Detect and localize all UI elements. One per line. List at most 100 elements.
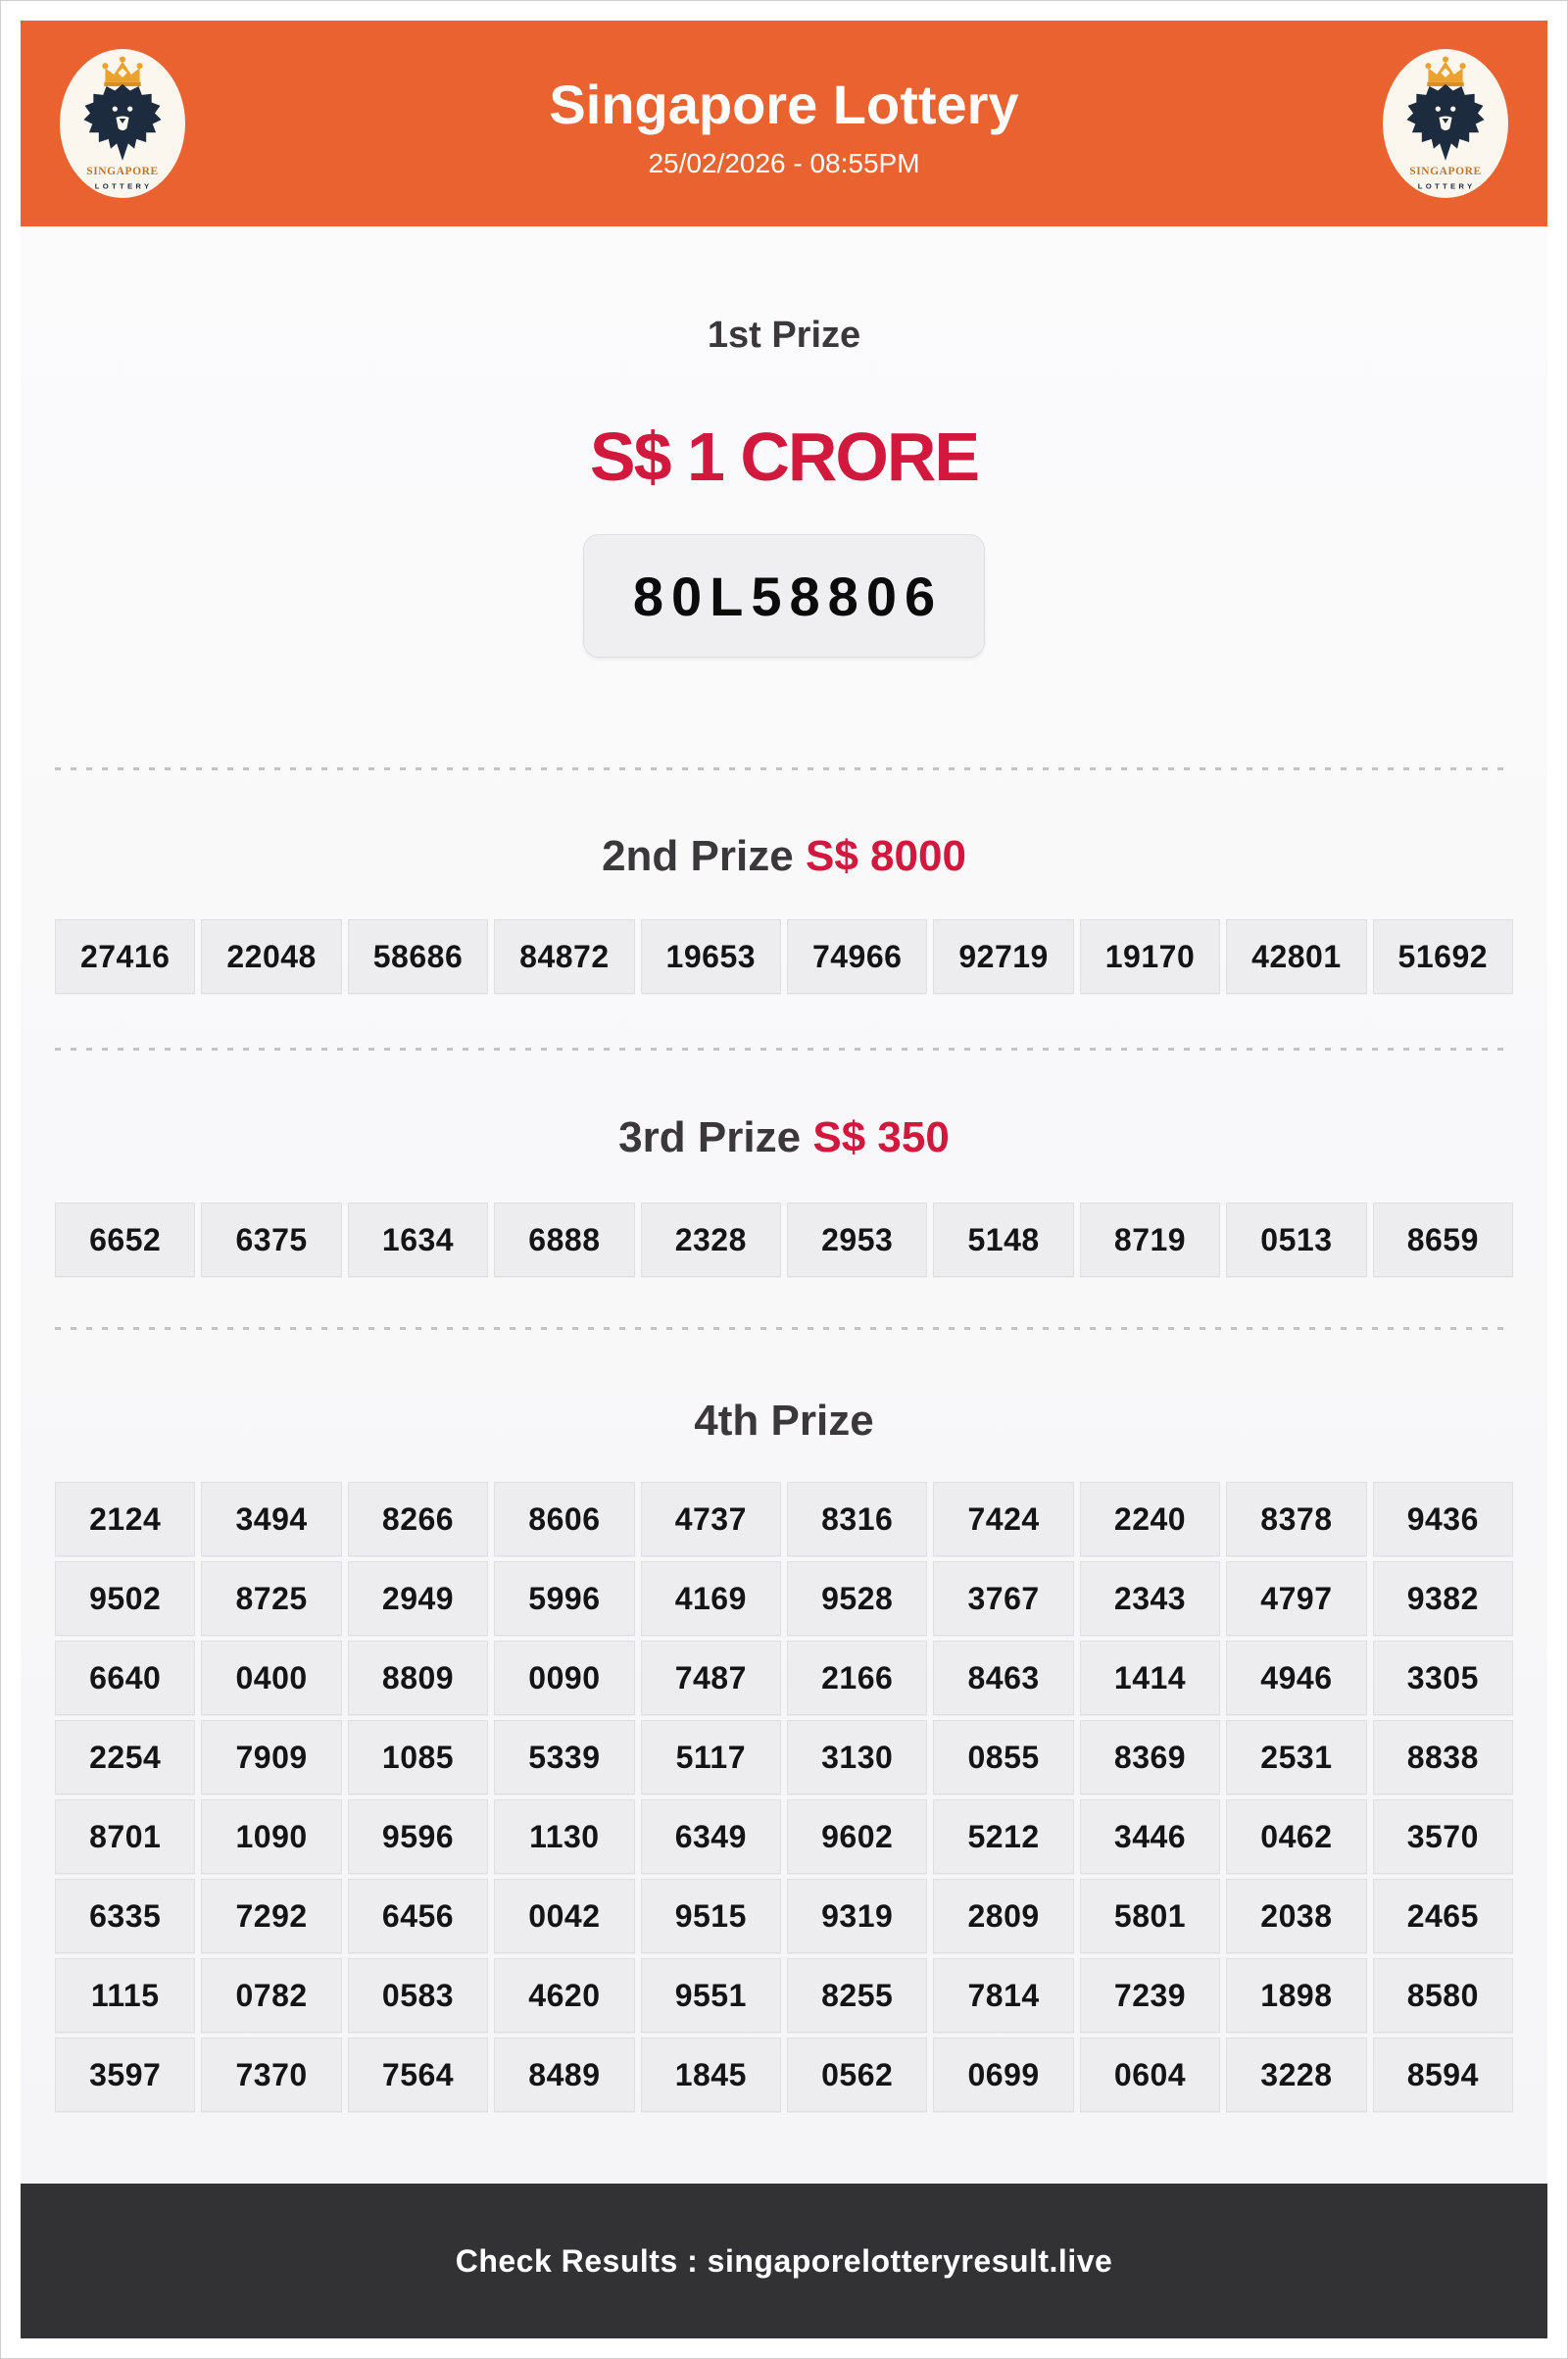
- fourth-prize-number-cell: 6349: [640, 1799, 781, 1874]
- fourth-prize-number-cell: 4797: [1226, 1561, 1367, 1636]
- fourth-prize-number-cell: 5801: [1079, 1879, 1221, 1953]
- fourth-prize-number-cell: 0042: [494, 1879, 635, 1953]
- second-prize-amount: S$ 8000: [806, 832, 966, 880]
- third-prize-number-cell: 6652: [55, 1203, 196, 1277]
- fourth-prize-number-cell: 4737: [640, 1482, 781, 1556]
- fourth-prize-number-cell: 1130: [494, 1799, 635, 1874]
- fourth-prize-number-cell: 5117: [640, 1720, 781, 1794]
- fourth-prize-number-cell: 9436: [1372, 1482, 1513, 1556]
- fourth-prize-number-cell: 5212: [933, 1799, 1074, 1874]
- fourth-prize-number-cell: 1414: [1079, 1641, 1221, 1715]
- fourth-prize-number-cell: 9551: [640, 1958, 781, 2033]
- fourth-prize-number-cell: 7909: [201, 1720, 342, 1794]
- fourth-prize-number-cell: 5996: [494, 1561, 635, 1636]
- third-prize-number-cell: 8719: [1079, 1203, 1221, 1277]
- fourth-prize-number-cell: 2254: [55, 1720, 196, 1794]
- second-prize-title: 2nd Prize: [602, 832, 794, 880]
- fourth-prize-number-cell: 8594: [1372, 2038, 1513, 2112]
- third-prize-number-cell: 6888: [494, 1203, 635, 1277]
- first-prize-amount: S$ 1 CRORE: [589, 418, 980, 495]
- first-prize-section: 1st Prize S$ 1 CRORE 80L58806: [21, 317, 1547, 658]
- first-prize-title: 1st Prize: [707, 315, 861, 356]
- footer-check-results-text: Check Results : singaporelotteryresult.l…: [455, 2242, 1113, 2279]
- header-banner: SINGAPORE LOTTERY Singapore Lottery 25/0…: [21, 21, 1547, 226]
- third-prize-number-cell: 2953: [786, 1203, 928, 1277]
- third-prize-number-cell: 6375: [201, 1203, 342, 1277]
- fourth-prize-number-cell: 1898: [1226, 1958, 1367, 2033]
- fourth-prize-number-cell: 0855: [933, 1720, 1074, 1794]
- first-prize-number: 80L58806: [583, 534, 985, 658]
- fourth-prize-number-cell: 6640: [55, 1641, 196, 1715]
- fourth-prize-number-cell: 0090: [494, 1641, 635, 1715]
- lion-crown-logo-right: SINGAPORE LOTTERY: [1383, 49, 1508, 198]
- lion-crown-icon: SINGAPORE LOTTERY: [83, 56, 162, 190]
- fourth-prize-number-cell: 8378: [1226, 1482, 1367, 1556]
- fourth-prize-number-cell: 3228: [1226, 2038, 1367, 2112]
- fourth-prize-number-cell: 8701: [55, 1799, 196, 1874]
- footer-bar: Check Results : singaporelotteryresult.l…: [21, 2184, 1547, 2338]
- fourth-prize-number-cell: 2465: [1372, 1879, 1513, 1953]
- second-prize-number-cell: 22048: [201, 919, 342, 994]
- fourth-prize-number-cell: 2038: [1226, 1879, 1367, 1953]
- fourth-prize-section: 4th Prize 2124 3494 8266 8606 4737 8316 7424 22…: [21, 1400, 1547, 2112]
- lion-crown-icon: SINGAPORE LOTTERY: [1406, 56, 1485, 190]
- second-prize-number-cell: 19170: [1079, 919, 1221, 994]
- fourth-prize-number-cell: 8725: [201, 1561, 342, 1636]
- fourth-prize-number-cell: 9319: [786, 1879, 928, 1953]
- second-prize-number-cell: 42801: [1226, 919, 1367, 994]
- second-prize-number-cell: 19653: [640, 919, 781, 994]
- third-prize-number-cell: 1634: [347, 1203, 489, 1277]
- third-prize-section: 3rd Prize S$ 350 6652 6375 1634 6888 2328 2953…: [21, 1116, 1547, 1277]
- third-prize-number-cell: 5148: [933, 1203, 1074, 1277]
- fourth-prize-number-cell: 8606: [494, 1482, 635, 1556]
- second-prize-section: 2nd Prize S$ 8000 27416 22048 58686 84872 196…: [21, 835, 1547, 994]
- logo-text-singapore: SINGAPORE: [1409, 166, 1481, 177]
- fourth-prize-number-cell: 8266: [347, 1482, 489, 1556]
- third-prize-number-cell: 2328: [640, 1203, 781, 1277]
- fourth-prize-number-cell: 9502: [55, 1561, 196, 1636]
- third-prize-amount: S$ 350: [812, 1113, 950, 1161]
- second-prize-number-cell: 74966: [786, 919, 928, 994]
- fourth-prize-number-cell: 1845: [640, 2038, 781, 2112]
- fourth-prize-number-cell: 0583: [347, 1958, 489, 2033]
- fourth-prize-number-cell: 1085: [347, 1720, 489, 1794]
- fourth-prize-number-cell: 9596: [347, 1799, 489, 1874]
- fourth-prize-number-cell: 2809: [933, 1879, 1074, 1953]
- fourth-prize-number-cell: 3130: [786, 1720, 928, 1794]
- page-title: Singapore Lottery: [549, 74, 1019, 135]
- fourth-prize-number-cell: 8838: [1372, 1720, 1513, 1794]
- fourth-prize-number-cell: 8809: [347, 1641, 489, 1715]
- fourth-prize-number-cell: 4620: [494, 1958, 635, 2033]
- fourth-prize-number-cell: 1090: [201, 1799, 342, 1874]
- fourth-prize-number-cell: 9602: [786, 1799, 928, 1874]
- second-prize-row: 27416 22048 58686 84872 19653 74966 92719 19170…: [55, 919, 1513, 994]
- fourth-prize-number-cell: 6335: [55, 1879, 196, 1953]
- logo-text-singapore: SINGAPORE: [86, 166, 158, 177]
- results-content: 1st Prize S$ 1 CRORE 80L58806 2nd Prize S…: [21, 226, 1547, 2184]
- second-prize-number-cell: 27416: [55, 919, 196, 994]
- fourth-prize-title: 4th Prize: [694, 1397, 874, 1445]
- fourth-prize-number-cell: 8255: [786, 1958, 928, 2033]
- fourth-prize-number-cell: 7239: [1079, 1958, 1221, 2033]
- fourth-prize-number-cell: 7814: [933, 1958, 1074, 2033]
- fourth-prize-number-cell: 2531: [1226, 1720, 1367, 1794]
- fourth-prize-number-cell: 3494: [201, 1482, 342, 1556]
- second-prize-number-cell: 92719: [933, 919, 1074, 994]
- fourth-prize-number-cell: 8369: [1079, 1720, 1221, 1794]
- fourth-prize-number-cell: 2240: [1079, 1482, 1221, 1556]
- fourth-prize-number-cell: 3446: [1079, 1799, 1221, 1874]
- fourth-prize-number-cell: 7564: [347, 2038, 489, 2112]
- fourth-prize-grid: 2124 3494 8266 8606 4737 8316 7424 2240 8378 9436…: [55, 1482, 1513, 2112]
- fourth-prize-number-cell: 3305: [1372, 1641, 1513, 1715]
- fourth-prize-number-cell: 9515: [640, 1879, 781, 1953]
- fourth-prize-number-cell: 8463: [933, 1641, 1074, 1715]
- second-prize-number-cell: 84872: [494, 919, 635, 994]
- fourth-prize-number-cell: 8316: [786, 1482, 928, 1556]
- draw-datetime: 25/02/2026 - 08:55PM: [648, 148, 920, 178]
- fourth-prize-number-cell: 5339: [494, 1720, 635, 1794]
- fourth-prize-number-cell: 2166: [786, 1641, 928, 1715]
- dashed-divider: [55, 1327, 1513, 1330]
- fourth-prize-number-cell: 2949: [347, 1561, 489, 1636]
- fourth-prize-number-cell: 3597: [55, 2038, 196, 2112]
- third-prize-row: 6652 6375 1634 6888 2328 2953 5148 8719 0513 8659: [55, 1203, 1513, 1277]
